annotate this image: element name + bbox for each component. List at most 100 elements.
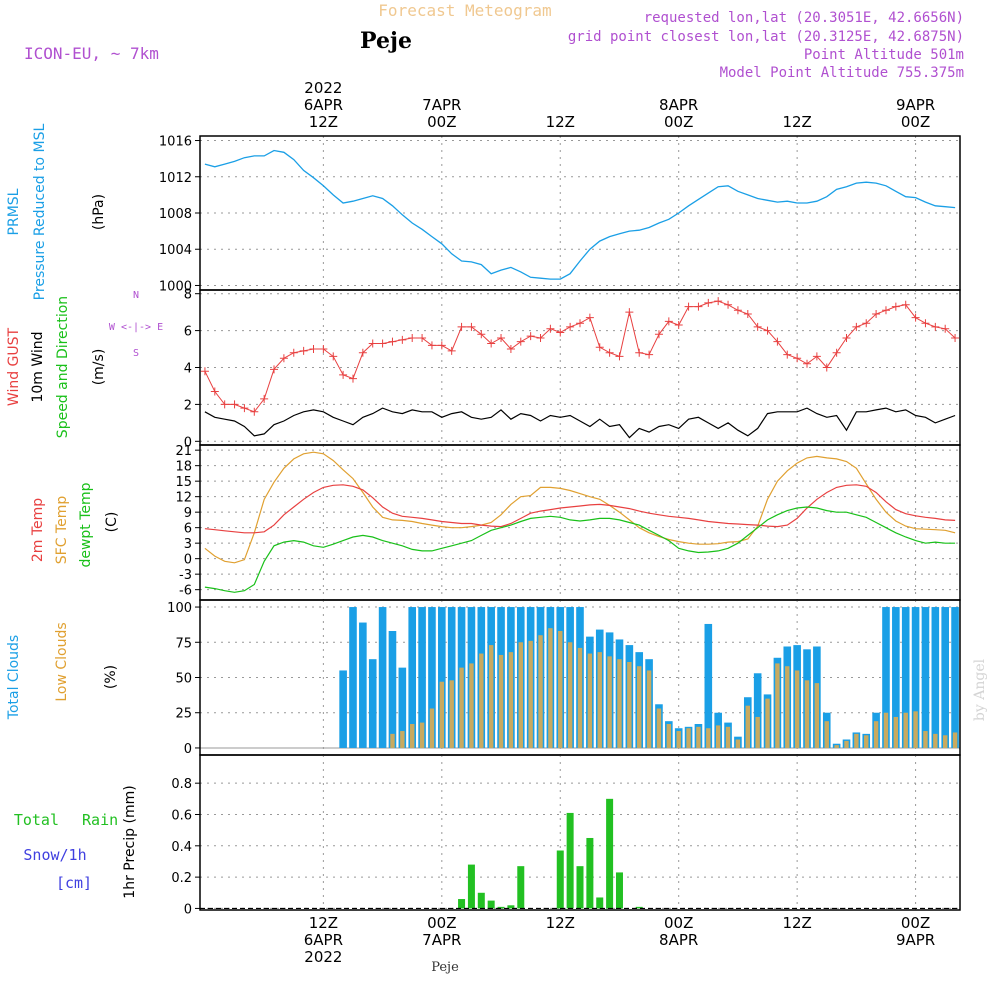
y-tick-label: 15 bbox=[175, 475, 192, 490]
time-label: 12Z bbox=[546, 914, 575, 932]
low-cloud-bar bbox=[893, 716, 899, 748]
low-cloud-bar bbox=[933, 733, 938, 748]
gust-point bbox=[714, 297, 723, 306]
gust-point bbox=[240, 404, 249, 413]
y-tick-label: 4 bbox=[184, 362, 192, 377]
rain-bar bbox=[596, 897, 604, 909]
time-label: 00Z bbox=[664, 113, 693, 131]
gust-point bbox=[812, 352, 821, 361]
y-tick-label: 18 bbox=[175, 460, 192, 475]
gust-point bbox=[457, 322, 466, 331]
y-tick-label: 100 bbox=[167, 601, 192, 616]
low-cloud-bar bbox=[429, 708, 435, 748]
total-rain-label: Total Rain bbox=[14, 811, 118, 829]
temp-unit: (C) bbox=[104, 512, 120, 533]
pressure-panel: 1000 1004 1008 1012 1016 bbox=[159, 135, 961, 294]
gust-point bbox=[319, 345, 328, 354]
panel-frame bbox=[199, 444, 961, 601]
gust-point bbox=[625, 308, 634, 317]
gust-point bbox=[556, 328, 565, 337]
low-cloud-bar bbox=[883, 712, 889, 748]
time-label: 6APR bbox=[304, 96, 343, 114]
low-cloud-bar bbox=[706, 728, 711, 748]
sfc-temp-label: SFC Temp bbox=[54, 496, 70, 565]
gust-point bbox=[921, 319, 930, 328]
gust-point bbox=[358, 348, 367, 357]
rain-bar bbox=[467, 864, 475, 909]
y-tick-label: 1016 bbox=[159, 135, 192, 150]
low-cloud-bar bbox=[834, 745, 839, 748]
low-cloud-bar bbox=[735, 739, 741, 748]
compass-n: N bbox=[133, 290, 139, 301]
y-tick-label: 0.8 bbox=[171, 777, 192, 792]
sfc-temp-line bbox=[204, 451, 956, 564]
low-cloud-bar bbox=[518, 642, 523, 748]
gust-point bbox=[250, 407, 259, 416]
y-tick-label: 0 bbox=[184, 902, 192, 917]
rain-bar bbox=[487, 900, 495, 909]
wind-label: 10m Wind bbox=[30, 331, 46, 402]
gust-point bbox=[704, 298, 713, 307]
low-cloud-bar bbox=[814, 683, 820, 748]
gust-point bbox=[911, 313, 920, 322]
compass-s: S bbox=[133, 348, 139, 359]
gust-point bbox=[279, 354, 288, 363]
low-cloud-bar bbox=[696, 726, 701, 748]
dewpt-line bbox=[204, 506, 956, 593]
gust-point bbox=[348, 374, 357, 383]
gust-point bbox=[605, 348, 614, 357]
low-cloud-bar bbox=[627, 662, 632, 748]
gust-point bbox=[743, 309, 752, 318]
y-tick-label: 2 bbox=[184, 398, 192, 413]
gust-line bbox=[204, 300, 956, 413]
low-cloud-bar bbox=[942, 735, 948, 748]
precip-panel: 0 0.2 0.4 0.6 0.8 bbox=[171, 754, 961, 917]
pressure-unit: (hPa) bbox=[91, 194, 107, 230]
rain-bar bbox=[517, 866, 525, 909]
panel-frame bbox=[199, 754, 961, 911]
gust-point bbox=[368, 339, 377, 348]
gust-point bbox=[299, 346, 308, 355]
low-cloud-bar bbox=[666, 724, 672, 748]
gust-point bbox=[497, 333, 506, 342]
low-cloud-bar bbox=[498, 654, 504, 748]
y-tick-label: 1000 bbox=[159, 279, 192, 294]
low-cloud-bar bbox=[794, 670, 800, 748]
pressure-line bbox=[204, 149, 956, 280]
rain-bar bbox=[586, 837, 594, 909]
low-cloud-bar bbox=[715, 725, 721, 748]
gust-point bbox=[477, 330, 486, 339]
time-label: 9APR bbox=[896, 931, 935, 949]
pressure-label-2: Pressure Reduced to MSL bbox=[32, 123, 48, 300]
point-altitude: Point Altitude 501m bbox=[804, 47, 964, 63]
low-cloud-bar bbox=[854, 733, 859, 748]
low-cloud-bar bbox=[459, 667, 464, 748]
temp-2m-line bbox=[204, 484, 956, 534]
y-tick-label: 8 bbox=[184, 288, 192, 303]
total-cloud-bar bbox=[753, 673, 762, 748]
wind-panel: 0 2 4 6 8 bbox=[184, 288, 961, 450]
time-label: 00Z bbox=[427, 914, 456, 932]
gust-point bbox=[398, 335, 407, 344]
compass-we: W <-|-> E bbox=[109, 322, 163, 333]
low-cloud-bar bbox=[646, 670, 652, 748]
gust-point bbox=[408, 333, 417, 342]
gust-point bbox=[339, 370, 348, 379]
low-cloud-bar bbox=[873, 721, 879, 748]
y-tick-label: 21 bbox=[175, 444, 192, 459]
rain-bar bbox=[576, 866, 584, 909]
low-cloud-bar bbox=[745, 705, 750, 748]
total-cloud-bar bbox=[892, 607, 900, 748]
low-cloud-bar bbox=[804, 680, 810, 748]
low-cloud-bar bbox=[469, 663, 474, 748]
low-cloud-bar bbox=[903, 712, 908, 748]
gust-point bbox=[487, 339, 496, 348]
total-cloud-bar bbox=[339, 670, 347, 748]
gust-point bbox=[516, 337, 525, 346]
low-cloud-bar bbox=[775, 663, 780, 748]
gust-point bbox=[388, 337, 397, 346]
low-cloud-bar bbox=[548, 628, 553, 748]
total-cloud-bar bbox=[378, 607, 387, 748]
gust-point bbox=[773, 337, 782, 346]
gust-point bbox=[378, 339, 387, 348]
